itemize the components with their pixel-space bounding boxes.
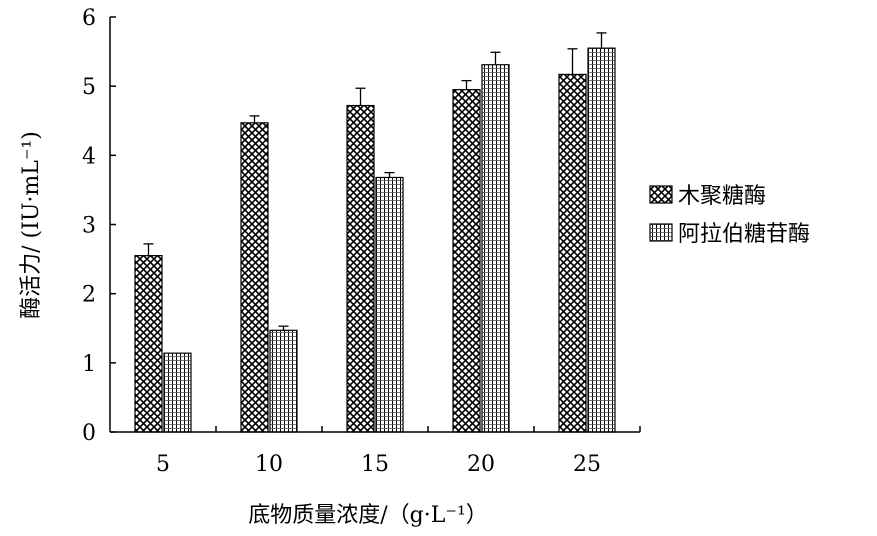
x-axis-title: 底物质量浓度/（g·L⁻¹） <box>248 503 488 528</box>
error-bars-group <box>143 32 607 331</box>
x-tick-label: 5 <box>156 452 170 477</box>
bar-series1-15 <box>346 104 375 433</box>
legend-swatch-series1 <box>649 185 673 204</box>
bar-series2-5 <box>163 352 192 433</box>
bars-group <box>134 47 616 433</box>
bar-series1-10 <box>240 122 269 433</box>
legend-label-series1: 木聚糖酶 <box>678 184 766 209</box>
y-tick-label: 1 <box>82 352 96 377</box>
bar-series2-25 <box>587 47 616 433</box>
x-tick-label: 10 <box>255 452 283 477</box>
bar-series1-20 <box>452 89 481 433</box>
x-tick-label: 15 <box>361 452 389 477</box>
y-ticks-group: 0 1 2 3 4 5 6 <box>82 6 116 446</box>
bar-series2-15 <box>375 176 404 433</box>
y-axis-title: 酶活力/ (IU·mL⁻¹) <box>19 131 44 319</box>
x-tick-label: 20 <box>467 452 495 477</box>
y-tick-label: 5 <box>82 75 96 100</box>
y-tick-label: 2 <box>82 283 96 308</box>
bar-series1-5 <box>134 255 163 433</box>
bar-series2-20 <box>481 64 510 433</box>
y-tick-label: 3 <box>82 214 96 239</box>
y-tick-label: 0 <box>82 421 96 446</box>
bar-series1-25 <box>558 73 587 433</box>
x-tick-label: 25 <box>573 452 601 477</box>
x-ticks-group: 5 10 15 20 25 <box>156 426 641 477</box>
bar-series2-10 <box>269 329 298 433</box>
y-tick-label: 6 <box>82 6 96 31</box>
legend-swatch-series2 <box>649 223 673 242</box>
legend-label-series2: 阿拉伯糖苷酶 <box>678 222 810 247</box>
y-tick-label: 4 <box>82 144 96 169</box>
